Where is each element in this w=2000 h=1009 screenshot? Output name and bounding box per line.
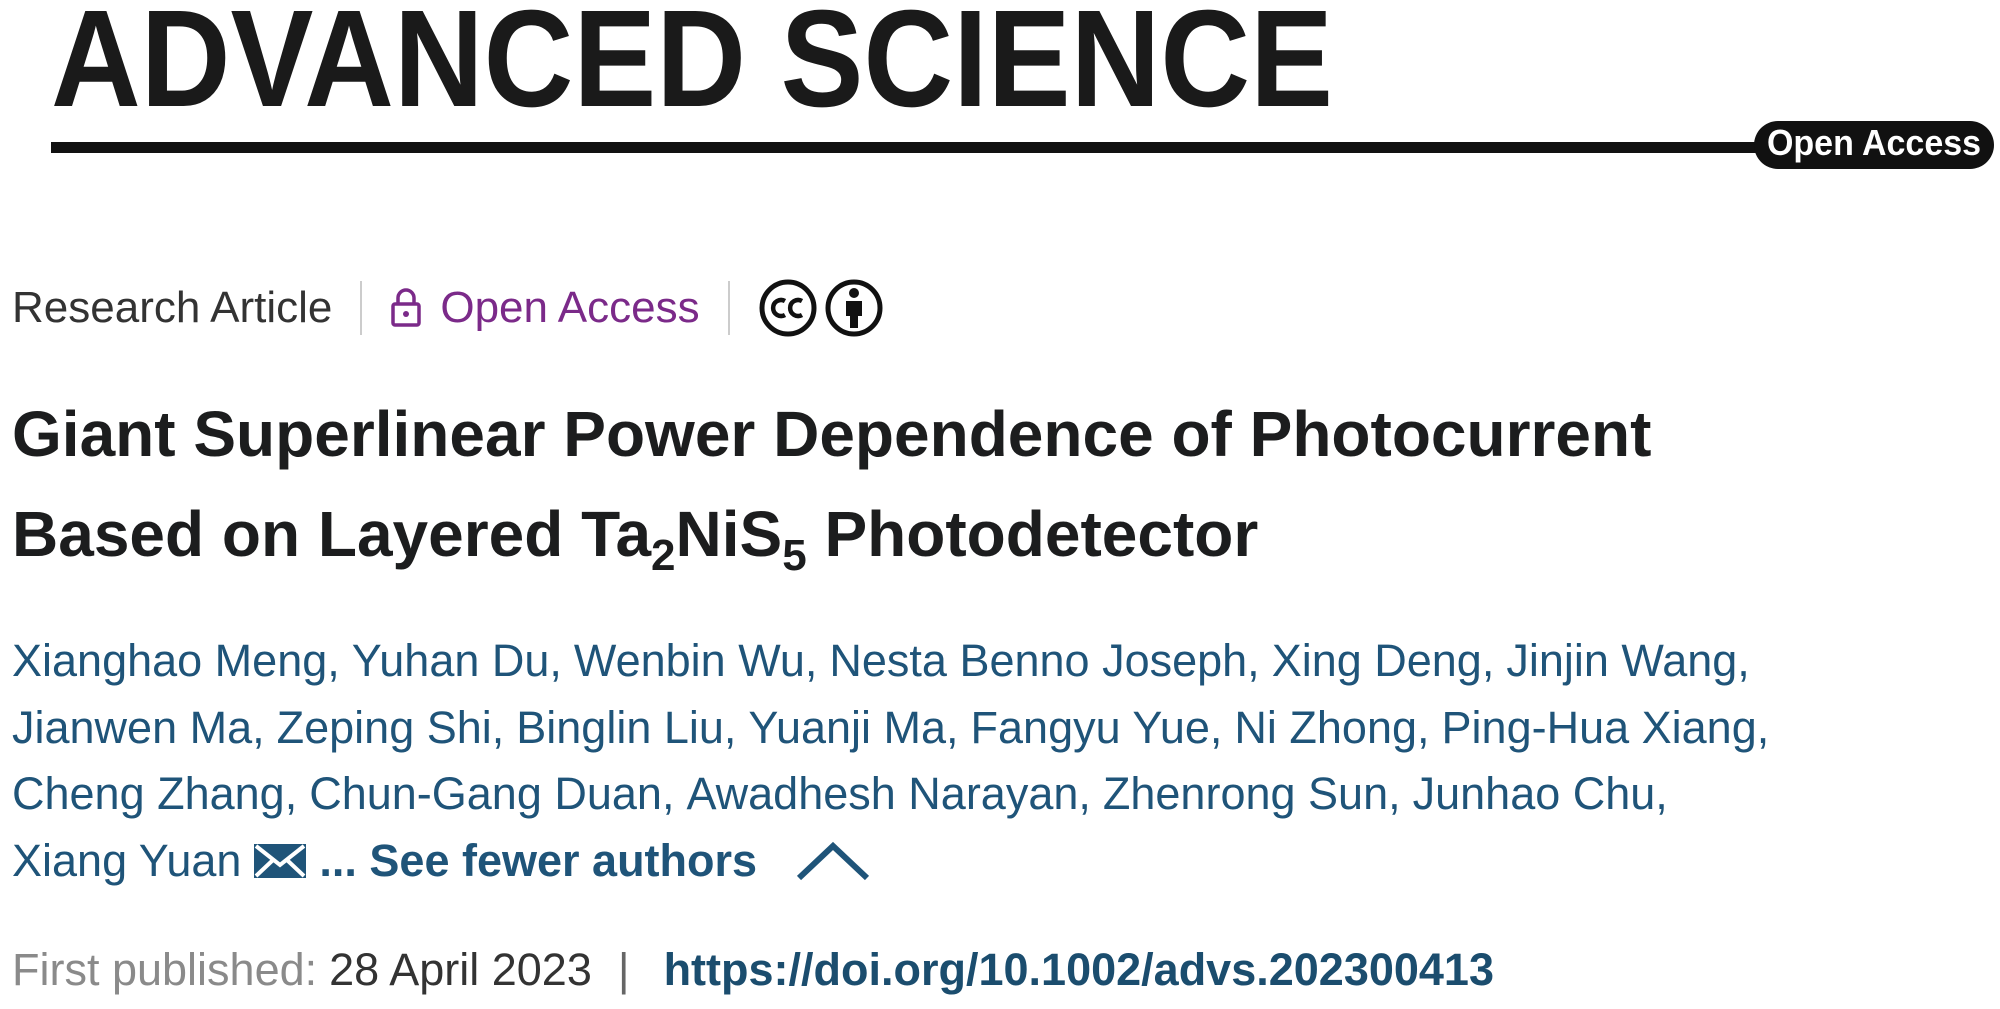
author-name[interactable]: Zeping Shi, bbox=[276, 701, 505, 753]
title-line: Based on Layered Ta2NiS5 Photodetector bbox=[12, 484, 1651, 584]
subscript: 2 bbox=[651, 531, 676, 580]
author-name[interactable]: Xiang Yuan bbox=[12, 834, 242, 886]
author-name[interactable]: Wenbin Wu, bbox=[573, 635, 818, 686]
author-name[interactable]: Chun-Gang Duan, bbox=[309, 768, 675, 819]
title-text: Photodetector bbox=[806, 498, 1259, 570]
separator: | bbox=[617, 944, 630, 995]
article-type: Research Article bbox=[12, 283, 333, 332]
separator bbox=[360, 281, 363, 335]
author-name[interactable]: Yuanji Ma, bbox=[748, 701, 959, 753]
author-name[interactable]: Binglin Liu, bbox=[516, 701, 737, 753]
doi-link[interactable]: https://doi.org/10.1002/advs.202300413 bbox=[663, 944, 1494, 995]
published-date: 28 April 2023 bbox=[329, 944, 592, 995]
title-line: Giant Superlinear Power Dependence of Ph… bbox=[12, 398, 1652, 470]
open-access-badge bbox=[1754, 121, 1994, 169]
author-name[interactable]: Awadhesh Narayan, bbox=[686, 768, 1091, 819]
collapse-chevron[interactable] bbox=[793, 836, 873, 886]
author-name[interactable]: Fangyu Yue, bbox=[970, 701, 1223, 753]
author-list: Xianghao Meng, Yuhan Du, Wenbin Wu, Nesta B… bbox=[12, 628, 1781, 894]
subscript: 5 bbox=[782, 531, 807, 580]
open-access-label: Open Access bbox=[440, 283, 700, 332]
author-name[interactable]: Yuhan Du, bbox=[351, 635, 562, 686]
author-name[interactable]: Ni Zhong, bbox=[1234, 701, 1430, 753]
email-icon[interactable] bbox=[253, 843, 307, 879]
lock-icon bbox=[391, 288, 422, 327]
author-line: Cheng Zhang, Chun-Gang Duan, Awadhesh Nara… bbox=[12, 761, 1781, 828]
title-text: Based on Layered Ta bbox=[12, 498, 652, 570]
author-name[interactable]: Xing Deng, bbox=[1271, 635, 1495, 686]
license-icons bbox=[759, 279, 883, 337]
separator bbox=[727, 281, 730, 335]
title-text: NiS bbox=[675, 498, 783, 570]
journal-logo: ADVANCED SCIENCE bbox=[51, 0, 1333, 136]
author-name[interactable]: Nesta Benno Joseph, bbox=[829, 635, 1260, 686]
header-rule bbox=[51, 142, 1761, 153]
published-label: First published: bbox=[12, 944, 318, 995]
publication-info: First published: 28 April 2023 | https:/… bbox=[12, 944, 1494, 996]
see-fewer-authors[interactable]: ... See fewer authors bbox=[319, 834, 758, 886]
article-title: Giant Superlinear Power Dependence of Ph… bbox=[12, 384, 1651, 584]
author-name[interactable]: Ping-Hua Xiang, bbox=[1441, 701, 1770, 753]
author-line: Xianghao Meng, Yuhan Du, Wenbin Wu, Nesta B… bbox=[12, 628, 1781, 695]
author-name[interactable]: Junhao Chu, bbox=[1412, 768, 1668, 819]
author-line: Xiang Yuan ... See fewer authors bbox=[12, 828, 1781, 895]
article-meta: Research Article Open Access bbox=[12, 278, 886, 338]
journal-header: ADVANCED SCIENCE Open Access bbox=[51, 0, 1994, 169]
author-name[interactable]: Jinjin Wang, bbox=[1506, 635, 1750, 686]
author-name[interactable]: Cheng Zhang, bbox=[12, 768, 298, 819]
badge-text: Open Access bbox=[1767, 122, 1981, 163]
author-name[interactable]: Zhenrong Sun, bbox=[1102, 768, 1401, 819]
author-name[interactable]: Jianwen Ma, bbox=[12, 701, 265, 753]
author-name[interactable]: Xianghao Meng, bbox=[12, 635, 340, 686]
author-line: Jianwen Ma, Zeping Shi, Binglin Liu, Yuanji… bbox=[12, 695, 1781, 762]
open-access: Open Access bbox=[390, 283, 700, 333]
